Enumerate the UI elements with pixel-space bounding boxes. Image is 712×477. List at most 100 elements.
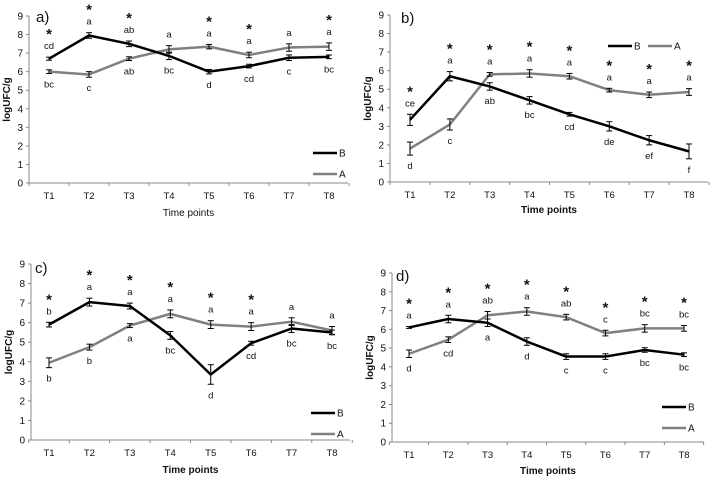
y-tick-label: 7	[378, 48, 384, 59]
y-tick-label: 7	[17, 49, 23, 60]
significance-asterisk: *	[646, 61, 652, 78]
lower-letter-label: bc	[679, 363, 689, 374]
significance-asterisk: *	[407, 83, 413, 100]
error-bar-B	[286, 54, 292, 62]
legend: BA	[662, 403, 695, 435]
error-bar-B	[407, 113, 413, 126]
legend-label-A: A	[674, 42, 681, 53]
x-tick-label: T4	[163, 191, 174, 202]
error-bar-A	[286, 43, 292, 52]
legend: BA	[313, 149, 346, 181]
lower-letter-label: ab	[124, 67, 135, 78]
legend: BA	[311, 409, 344, 441]
significance-asterisk: *	[246, 21, 252, 38]
lower-letter-label: c	[287, 67, 292, 78]
error-bar-B	[46, 321, 52, 328]
upper-letter-label: a	[524, 292, 530, 303]
significance-asterisk: *	[447, 41, 453, 58]
y-tick-label: 6	[17, 67, 23, 78]
lower-letter-label: d	[206, 80, 211, 91]
error-bar-A	[526, 69, 533, 78]
error-bar-B	[486, 82, 493, 91]
error-bar-A	[126, 56, 132, 62]
panel-title: d)	[396, 268, 409, 285]
error-bar-A	[206, 43, 212, 50]
x-tick-label: T1	[404, 190, 415, 201]
significance-asterisk: *	[86, 2, 92, 19]
y-tick-label: 6	[378, 66, 384, 77]
x-axis-title: Time points	[163, 208, 214, 219]
error-bar-A	[606, 87, 613, 93]
y-tick-label: 8	[19, 279, 25, 290]
error-bar-A	[46, 357, 52, 369]
lower-letter-label: c	[603, 365, 608, 376]
y-tick-label: 2	[19, 396, 25, 407]
error-bar-B	[445, 314, 452, 324]
x-tick-label: T8	[326, 448, 337, 459]
upper-letter-label: a	[87, 282, 93, 293]
y-axis-title: logUFC/g	[2, 77, 13, 121]
y-tick-label: 3	[380, 381, 386, 392]
lower-letter-label: bc	[165, 345, 175, 356]
significance-asterisk: *	[642, 294, 648, 311]
error-bar-A	[686, 88, 692, 96]
error-bar-B	[526, 96, 533, 105]
error-bar-A	[563, 313, 570, 321]
legend-label-B: B	[337, 409, 344, 420]
lower-letter-label: bc	[324, 65, 334, 76]
error-bar-B	[563, 353, 570, 360]
significance-asterisk: *	[248, 292, 254, 309]
error-bar-A	[646, 91, 653, 99]
error-bar-B	[326, 54, 332, 60]
x-tick-label: T1	[43, 448, 54, 459]
x-tick-label: T6	[246, 448, 257, 459]
lower-letter-label: d	[208, 390, 213, 401]
upper-letter-label: bc	[640, 309, 650, 320]
upper-letter-label: a	[329, 311, 335, 322]
significance-asterisk: *	[208, 290, 214, 307]
upper-letter-label: a	[286, 28, 292, 39]
y-tick-label: 4	[19, 357, 25, 368]
x-tick-label: T4	[524, 190, 535, 201]
error-bar-B	[126, 302, 133, 310]
upper-letter-label: a	[206, 28, 212, 39]
lower-letter-label: c	[447, 136, 452, 147]
y-axis-title: logUFC/g	[363, 76, 374, 120]
lower-letter-label: cd	[246, 351, 256, 362]
y-tick-label: 2	[17, 141, 23, 152]
significance-asterisk: *	[46, 26, 52, 43]
lower-letter-label: bc	[327, 341, 337, 352]
error-bar-B	[248, 340, 255, 346]
x-tick-label: T7	[283, 191, 294, 202]
upper-letter-label: a	[289, 302, 295, 313]
error-bar-A	[602, 329, 609, 337]
significance-asterisk: *	[567, 42, 573, 59]
x-tick-label: T5	[564, 190, 575, 201]
y-axis-title: logUFC/g	[365, 335, 376, 379]
error-bar-B	[646, 135, 653, 146]
y-tick-label: 6	[19, 318, 25, 329]
upper-letter-label: c	[603, 314, 608, 325]
y-tick-label: 1	[17, 160, 23, 171]
significance-asterisk: *	[487, 42, 493, 59]
y-tick-label: 1	[380, 419, 386, 430]
significance-asterisk: *	[127, 272, 133, 289]
error-bar-A	[207, 320, 214, 330]
x-tick-label: T4	[521, 450, 532, 461]
lower-letter-label: de	[604, 137, 615, 148]
error-bar-A	[446, 118, 453, 131]
series-line-A	[408, 310, 684, 355]
legend-label-B: B	[688, 403, 695, 414]
y-tick-label: 5	[17, 86, 23, 97]
series-line-B	[48, 34, 330, 73]
error-bar-B	[86, 32, 92, 39]
error-bar-A	[523, 307, 530, 316]
lower-letter-label: bc	[164, 66, 174, 77]
upper-letter-label: a	[166, 30, 172, 41]
y-axis-title: logUFC/g	[4, 330, 15, 374]
x-tick-label: T5	[203, 191, 214, 202]
error-bar-B	[167, 330, 174, 340]
lower-letter-label: d	[524, 351, 529, 362]
